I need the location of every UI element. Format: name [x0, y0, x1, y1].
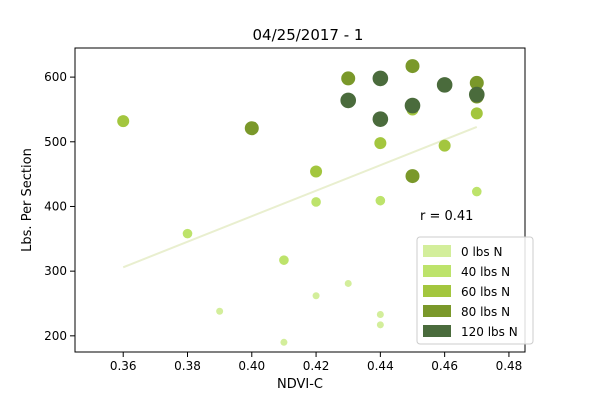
- x-tick-label: 0.44: [367, 359, 394, 373]
- x-tick-label: 0.46: [431, 359, 458, 373]
- scatter-point: [376, 310, 384, 318]
- x-axis: 0.36 0.38 0.40 0.42 0.44 0.46 0.48: [110, 352, 522, 373]
- scatter-point: [468, 86, 485, 103]
- legend-label: 120 lbs N: [461, 325, 518, 339]
- legend-swatch: [423, 265, 451, 277]
- y-tick-label: 200: [44, 329, 67, 343]
- x-tick-label: 0.36: [110, 359, 137, 373]
- scatter-point: [372, 111, 389, 127]
- scatter-point: [436, 77, 453, 93]
- legend-label: 80 lbs N: [461, 305, 510, 319]
- trendline: [122, 125, 478, 269]
- plot-area-frame: [74, 47, 526, 353]
- scatter-point: [117, 115, 130, 128]
- legend: 0 lbs N 40 lbs N 60 lbs N 80 lbs N 120 lbs N: [416, 236, 534, 345]
- scatter-point: [470, 107, 483, 120]
- scatter-point: [341, 71, 356, 86]
- scatter-point: [280, 338, 288, 346]
- legend-swatch: [423, 285, 451, 297]
- scatter-point: [438, 139, 451, 152]
- scatter-point: [182, 228, 193, 239]
- y-tick-label: 400: [44, 199, 67, 213]
- x-tick-label: 0.38: [174, 359, 201, 373]
- scatter-point: [471, 186, 482, 197]
- scatter-point: [310, 165, 323, 178]
- x-tick-label: 0.48: [496, 359, 523, 373]
- scatter-point: [405, 169, 420, 184]
- x-tick-label: 0.40: [238, 359, 265, 373]
- legend-swatch: [423, 245, 451, 257]
- y-tick-label: 600: [44, 70, 67, 84]
- scatter-point: [344, 279, 352, 287]
- legend-label: 60 lbs N: [461, 285, 510, 299]
- points-layer: [117, 59, 485, 346]
- scatter-point: [312, 292, 320, 300]
- correlation-annotation: r = 0.41: [420, 209, 473, 224]
- x-tick-label: 0.42: [303, 359, 330, 373]
- scatter-point: [244, 121, 259, 136]
- y-tick-label: 500: [44, 135, 67, 149]
- scatter-point: [311, 197, 321, 207]
- y-tick-label: 300: [44, 264, 67, 278]
- legend-label: 0 lbs N: [461, 245, 502, 259]
- scatter-point: [405, 59, 420, 74]
- legend-swatch: [423, 325, 451, 337]
- scatter-point: [340, 92, 357, 109]
- scatter-point: [372, 70, 389, 87]
- y-axis: 200 300 400 500 600: [44, 70, 75, 343]
- chart-title: 04/25/2017 - 1: [253, 26, 364, 44]
- scatter-point: [375, 195, 386, 206]
- scatter-point: [216, 307, 224, 315]
- scatter-point: [279, 255, 289, 265]
- scatter-point: [404, 97, 421, 114]
- y-axis-label: Lbs. Per Section: [20, 148, 35, 252]
- scatter-point: [374, 137, 387, 150]
- scatter-point: [469, 75, 484, 90]
- legend-label: 40 lbs N: [461, 265, 510, 279]
- legend-swatch: [423, 305, 451, 317]
- scatter-point: [376, 321, 384, 329]
- legend-frame: [416, 236, 534, 345]
- trendline-layer: [122, 125, 478, 269]
- x-axis-label: NDVI-C: [277, 377, 323, 392]
